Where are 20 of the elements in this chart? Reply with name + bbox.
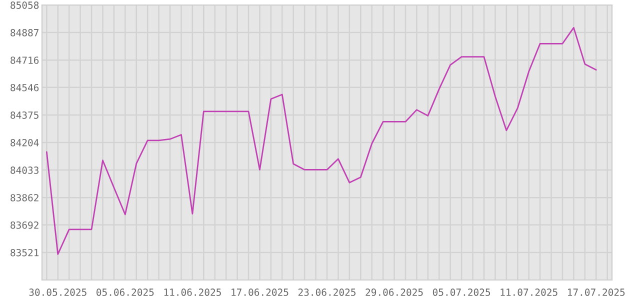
line-series [46, 27, 597, 255]
y-tick-label: 84546 [10, 84, 39, 92]
y-tick-label: 83692 [10, 221, 38, 229]
y-tick-label: 84716 [10, 56, 39, 64]
x-tick-label: 11.06.2025 [164, 288, 221, 296]
x-tick-label: 05.07.2025 [432, 288, 490, 296]
x-tick-label: 05.06.2025 [96, 288, 154, 296]
x-tick-label: 17.07.2025 [568, 288, 625, 296]
y-tick-label: 85058 [10, 2, 39, 9]
x-tick-label: 29.06.2025 [366, 288, 423, 296]
y-tick-label: 83862 [10, 194, 38, 202]
y-tick-label: 84887 [10, 29, 38, 36]
x-tick-label: 30.05.2025 [29, 288, 86, 296]
y-tick-label: 84375 [10, 111, 38, 119]
x-tick-label: 23.06.2025 [298, 288, 356, 296]
x-tick-label: 11.07.2025 [500, 288, 558, 296]
y-tick-label: 84204 [10, 139, 39, 146]
y-tick-label: 84033 [10, 166, 38, 174]
y-tick-label: 83521 [10, 248, 39, 256]
x-tick-label: 17.06.2025 [232, 288, 288, 296]
